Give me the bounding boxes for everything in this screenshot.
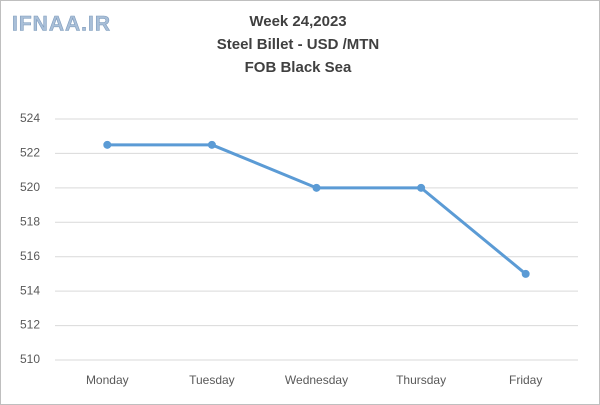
x-tick-label: Monday [86,373,129,387]
y-tick-label: 518 [20,214,40,228]
y-tick-label: 524 [20,111,40,125]
x-tick-label: Friday [509,373,542,387]
y-tick-label: 514 [20,283,40,297]
watermark: IFNAA.IR [12,13,111,36]
y-tick-label: 522 [20,146,40,160]
marker [312,183,321,192]
marker [103,140,112,149]
marker [207,140,216,149]
x-tick-label: Tuesday [189,373,235,387]
y-tick-label: 516 [20,249,40,263]
y-tick-label: 520 [20,180,40,194]
y-tick-label: 510 [20,352,40,366]
y-tick-label: 512 [20,318,40,332]
marker [521,269,530,278]
chart-subtitle: FOB Black Sea [245,59,352,76]
x-tick-label: Thursday [396,373,446,387]
marker [417,183,426,192]
chart-title: Week 24,2023 [249,13,346,30]
chart-subtitle: Steel Billet - USD /MTN [217,36,380,53]
x-tick-label: Wednesday [285,373,348,387]
